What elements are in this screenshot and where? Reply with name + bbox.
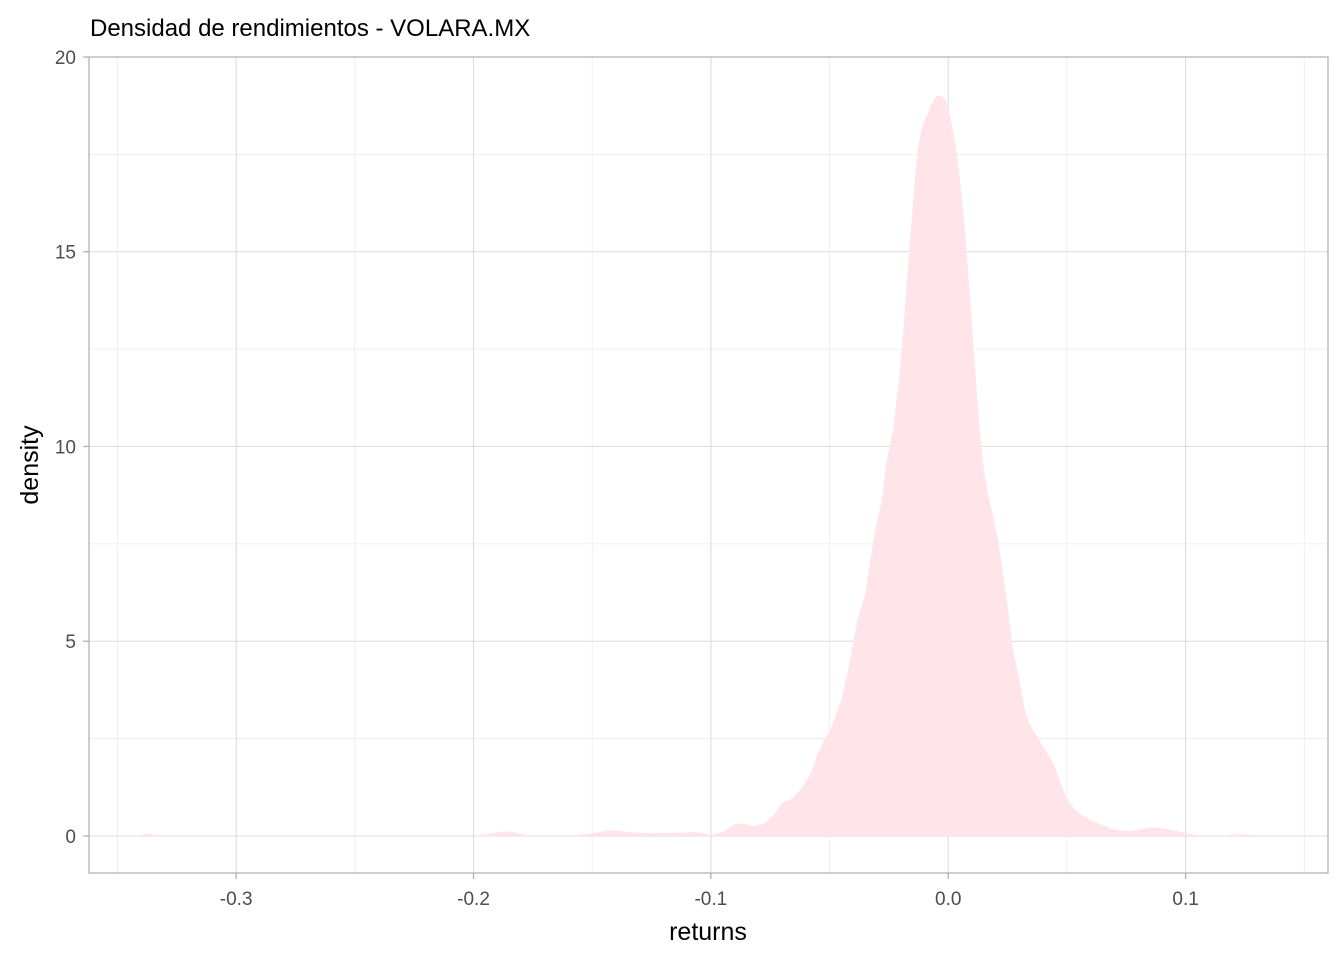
- x-tick-label: -0.3: [220, 889, 253, 910]
- x-axis: -0.3 -0.2 -0.1 0.0 0.1: [220, 873, 1199, 910]
- y-tick-label: 0: [65, 827, 76, 848]
- x-tick-label: -0.2: [457, 889, 490, 910]
- y-axis-title: density: [16, 425, 44, 505]
- x-tick-label: 0.0: [935, 889, 961, 910]
- y-tick-label: 15: [55, 243, 76, 264]
- density-area: [134, 95, 1272, 836]
- x-tick-label: -0.1: [694, 889, 727, 910]
- y-axis: 0 5 10 15 20: [55, 48, 89, 848]
- grid: [89, 56, 1328, 873]
- y-tick-label: 10: [55, 437, 76, 458]
- panel-border: [88, 56, 1329, 874]
- y-tick-label: 20: [55, 48, 76, 69]
- chart-title: Densidad de rendimientos - VOLARA.MX: [90, 15, 530, 42]
- x-axis-title: returns: [669, 918, 747, 946]
- x-tick-label: 0.1: [1172, 889, 1198, 910]
- y-tick-label: 5: [65, 632, 76, 653]
